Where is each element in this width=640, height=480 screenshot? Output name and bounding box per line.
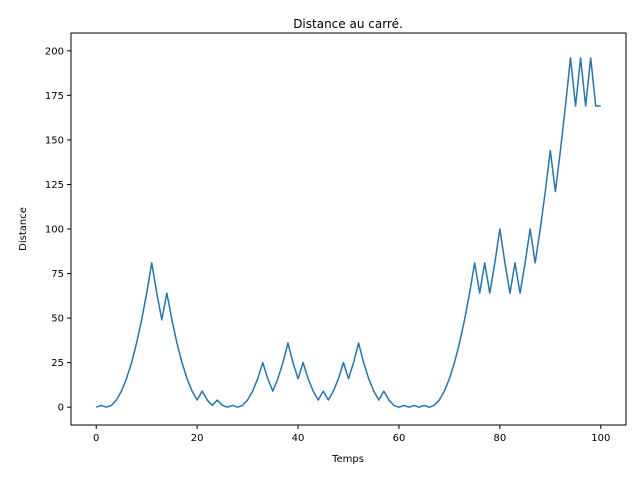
x-axis: 0 20 40 60 80 100 <box>93 425 610 444</box>
x-tick-label: 100 <box>591 433 610 444</box>
y-tick-label: 200 <box>45 46 64 57</box>
y-tick-label: 50 <box>51 314 64 325</box>
y-tick-label: 150 <box>45 135 64 146</box>
chart-title: Distance au carré. <box>293 17 403 31</box>
y-axis: 0 25 50 75 100 125 150 175 200 <box>45 46 71 414</box>
plot-area <box>95 57 601 408</box>
y-tick-label: 175 <box>45 91 64 102</box>
y-tick-label: 25 <box>51 358 64 369</box>
series-line-0 <box>95 57 601 408</box>
y-tick-label: 75 <box>51 269 64 280</box>
y-tick-label: 0 <box>58 403 64 414</box>
x-tick-label: 40 <box>292 433 305 444</box>
y-tick-label: 100 <box>45 225 64 236</box>
x-axis-label: Temps <box>331 454 364 465</box>
y-tick-label: 125 <box>45 180 64 191</box>
x-tick-label: 20 <box>191 433 204 444</box>
x-tick-label: 80 <box>493 433 506 444</box>
x-tick-label: 0 <box>93 433 99 444</box>
x-tick-label: 60 <box>393 433 406 444</box>
y-axis-label: Distance <box>18 207 29 251</box>
